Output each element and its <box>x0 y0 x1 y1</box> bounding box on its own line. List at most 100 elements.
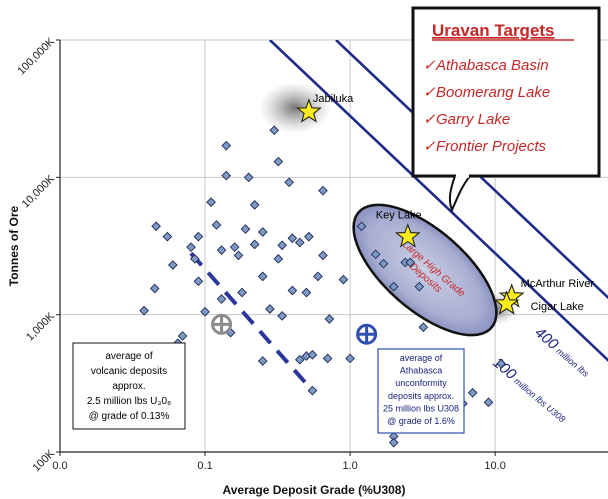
x-tick-label: 1.0 <box>342 460 357 472</box>
volcanic-trend-line <box>189 251 314 392</box>
y-axis-title: Tonnes of Ore <box>7 205 21 286</box>
data-point <box>318 250 328 261</box>
data-point <box>277 240 287 251</box>
deposit-label: Key Lake <box>376 210 422 222</box>
data-point <box>273 156 284 167</box>
x-tick-label: 0.1 <box>197 460 212 472</box>
iso-line-100 <box>269 40 608 362</box>
x-tick-label: 0.0 <box>52 460 67 472</box>
data-point <box>304 231 314 242</box>
data-point <box>324 314 335 324</box>
data-point <box>467 387 478 398</box>
data-point <box>237 287 247 298</box>
data-point <box>287 285 298 296</box>
callout-item: Garry Lake <box>436 111 510 128</box>
data-point <box>356 221 367 232</box>
data-point <box>294 237 305 248</box>
data-point <box>496 358 506 369</box>
data-point <box>200 306 210 317</box>
volcanic-box-line: 2.5 million lbs U₃0₈ <box>87 396 171 407</box>
data-point <box>388 281 399 292</box>
data-point <box>277 311 287 321</box>
data-point <box>273 253 284 264</box>
data-point <box>318 185 328 196</box>
star-marker <box>493 290 520 315</box>
x-tick-label: 10.0 <box>484 460 505 472</box>
data-point <box>168 260 178 270</box>
callout-check: ✓ <box>423 111 436 128</box>
data-point <box>189 253 200 264</box>
named-deposits: Jabiluka Key Lake McArthur River Cigar Lake <box>296 93 595 315</box>
data-point <box>345 353 355 364</box>
data-point <box>233 250 244 261</box>
callout-check: ✓ <box>423 84 436 101</box>
athabasca-average-box: average of Athabasca unconformity deposits … <box>377 348 465 434</box>
athabasca-average-marker <box>356 323 378 345</box>
data-point <box>206 197 216 207</box>
data-point <box>221 140 232 151</box>
data-point <box>151 221 161 232</box>
data-point <box>307 349 318 360</box>
data-point <box>216 245 227 255</box>
data-point <box>301 287 312 298</box>
athabasca-box-frame <box>377 348 465 434</box>
data-point <box>313 271 323 282</box>
high-grade-ellipse <box>352 203 498 337</box>
data-point <box>216 294 227 304</box>
athabasca-box-line: unconformity <box>395 378 447 388</box>
data-point <box>322 353 333 364</box>
athabasca-box-line: deposits approx. <box>388 391 454 401</box>
deposit-label: McArthur River <box>521 278 595 290</box>
callout-title: Uravan Targets <box>432 21 555 40</box>
annotation-boxes: average of volcanic deposits approx. 2.5 mi… <box>72 342 465 434</box>
data-point <box>193 276 204 287</box>
data-point <box>338 274 349 285</box>
callout-check: ✓ <box>423 57 436 74</box>
jabiluka-shadow <box>258 81 331 134</box>
data-point <box>221 170 232 181</box>
data-point <box>370 249 381 260</box>
callout-item: Boomerang Lake <box>436 84 550 101</box>
data-point <box>149 283 160 294</box>
data-point <box>193 231 204 242</box>
data-point <box>211 220 222 230</box>
data-point <box>414 281 425 292</box>
star-marker <box>296 98 322 123</box>
volcanic-box-line: @ grade of 0.13% <box>89 411 170 422</box>
data-point <box>294 354 305 365</box>
high-grade-ellipse-group: Large High GradeDeposits <box>352 203 498 337</box>
callout-tail <box>448 175 471 213</box>
star-marker <box>394 222 421 248</box>
callout-item: Frontier Projects <box>436 138 547 155</box>
callout-frame <box>411 6 601 178</box>
volcanic-box-line: approx. <box>112 381 145 392</box>
data-point <box>257 356 268 366</box>
data-point <box>243 172 254 183</box>
data-point <box>177 331 188 341</box>
athabasca-box-line: Athabasca <box>400 366 443 376</box>
data-point <box>257 271 268 282</box>
data-point <box>388 437 399 448</box>
data-point <box>378 258 389 269</box>
data-point <box>405 257 416 268</box>
data-points <box>139 125 506 448</box>
data-point <box>162 231 173 242</box>
data-point <box>483 397 494 408</box>
data-point <box>269 125 280 136</box>
volcanic-box-frame <box>72 342 186 430</box>
volcanic-average-marker <box>211 313 233 335</box>
callout-item: Athabasca Basin <box>435 57 549 74</box>
data-point <box>249 200 260 210</box>
athabasca-box-line: 25 million lbs U308 <box>383 403 459 413</box>
data-point <box>139 305 149 316</box>
data-point <box>418 322 429 333</box>
data-point <box>257 227 268 237</box>
data-point <box>229 242 240 253</box>
uravan-targets-callout: Uravan Targets✓ Athabasca Basin✓ Boomerang… <box>411 6 601 213</box>
athabasca-box-line: @ grade of 1.6% <box>387 416 455 426</box>
callout-check: ✓ <box>423 138 436 155</box>
deposit-label: Cigar Lake <box>531 301 584 313</box>
deposit-label: Jabiluka <box>313 93 354 105</box>
data-point <box>307 385 318 396</box>
